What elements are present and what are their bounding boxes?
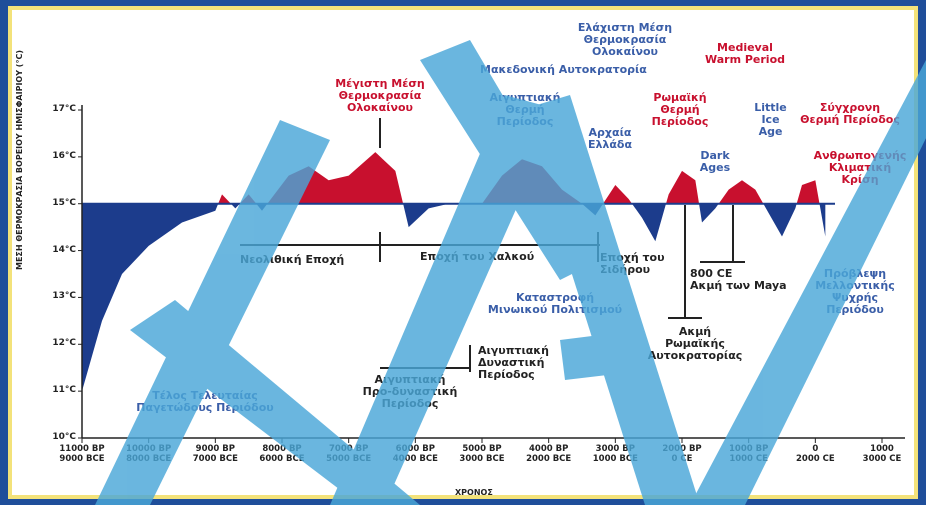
y-axis-label: ΜΕΣΗ ΘΕΡΜΟΚΡΑΣΙΑ ΒΟΡΕΙΟΥ ΗΜΙΣΦΑΙΡΙΟΥ (°C…: [15, 50, 24, 270]
x-tick-label: 9000 BP 7000 BCE: [192, 444, 238, 464]
x-tick-label: 3000 BP 1000 BCE: [592, 444, 638, 464]
y-tick-label: 17°C: [52, 104, 76, 114]
x-tick-label: 7000 BP 5000 BCE: [326, 444, 372, 464]
x-tick-label: 1000 BP 1000 CE: [728, 444, 769, 464]
annotation: Νεολιθική Εποχή: [240, 253, 345, 266]
annotation: Εποχή του Σιδήρου: [600, 251, 665, 276]
x-tick-label: 11000 BP 9000 BCE: [59, 444, 105, 464]
annotation: Τέλος Τελευταίας Παγετώδους Περιόδου: [136, 389, 274, 414]
y-tick-label: 10°C: [52, 432, 76, 442]
x-tick-label: 8000 BP 6000 BCE: [259, 444, 305, 464]
y-tick-label: 13°C: [52, 291, 76, 302]
x-tick-label: 6000 BP 4000 BCE: [392, 444, 438, 464]
y-tick-label: 11°C: [52, 385, 76, 396]
x-tick-label: 1000 3000 CE: [862, 444, 902, 464]
y-tick-label: 15°C: [52, 197, 76, 208]
x-tick-label: 2000 BP 0 CE: [662, 444, 702, 464]
annotation: Medieval Warm Period: [704, 41, 786, 66]
annotation: Αρχαία Ελλάδα: [587, 126, 633, 151]
x-tick-label: 5000 BP 3000 BCE: [459, 444, 505, 464]
annotation: 800 CE Ακμή των Maya: [690, 267, 787, 292]
annotation: Εποχή του Χαλκού: [420, 250, 535, 263]
annotation: Μακεδονική Αυτοκρατορία: [480, 63, 647, 76]
annotation: Αιγυπτιακή Δυναστική Περίοδος: [478, 344, 549, 381]
annotation: Ανθρωπογενής Κλιματική Κρίση: [813, 149, 907, 186]
annotation: Dark Ages: [699, 149, 731, 174]
annotation: Μέγιστη Μέση Θερμοκρασία Ολοκαίνου: [335, 77, 425, 114]
annotation: Ακμή Ρωμαϊκής Αυτοκρατορίας: [647, 325, 743, 362]
x-axis-label: ΧΡΟΝΟΣ: [455, 488, 493, 497]
annotation: Σύγχρονη Θερμή Περίοδος: [800, 101, 900, 126]
annotation: Ρωμαϊκή Θερμή Περίοδος: [651, 91, 709, 128]
annotation: Πρόβλεψη Μελλοντικής Ψυχρής Περιόδου: [815, 267, 895, 316]
annotation: Καταστροφή Μινωικού Πολιτισμού: [487, 291, 623, 316]
annotation: Αιγυπτιακή Θερμή Περίοδος: [489, 91, 561, 128]
annotation: Ελάχιστη Μέση Θερμοκρασία Ολοκαίνου: [577, 21, 673, 58]
annotation: Αιγυπτιακή Προ-δυναστική Περίοδος: [362, 373, 458, 410]
y-tick-label: 12°C: [52, 338, 76, 349]
x-tick-label: 4000 BP 2000 BCE: [526, 444, 572, 464]
y-tick-label: 14°C: [52, 244, 76, 255]
y-tick-label: 16°C: [52, 150, 76, 161]
x-tick-label: 10000 BP 8000 BCE: [126, 444, 172, 464]
x-tick-label: 0 2000 CE: [795, 444, 835, 464]
annotation: Little Ice Age: [754, 101, 787, 138]
